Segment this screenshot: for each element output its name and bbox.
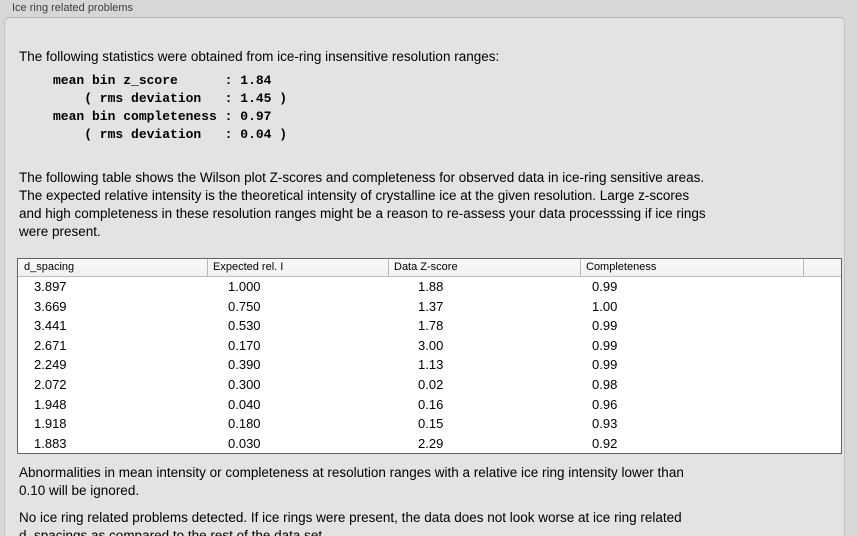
cell-expected-rel-i: 0.750 — [228, 298, 261, 314]
cell-expected-rel-i: 0.180 — [228, 416, 261, 432]
cell-data-z-score: 0.15 — [418, 416, 444, 432]
cell-data-z-score: 3.00 — [418, 337, 444, 353]
table-row[interactable]: 1.918 0.180 0.15 0.93 — [18, 414, 841, 434]
cell-completeness: 0.92 — [592, 435, 618, 451]
table-header: d_spacing Expected rel. I Data Z-score C… — [18, 259, 841, 277]
cell-d-spacing: 1.948 — [34, 396, 67, 412]
cell-spacer — [803, 414, 841, 434]
cell-completeness: 1.00 — [592, 298, 618, 314]
ignore-note-line: 0.10 will be ignored. — [19, 483, 140, 498]
stat-line-mean-completeness: mean bin completeness : 0.97 — [53, 109, 272, 124]
conclusion-line: No ice ring related problems detected. I… — [19, 510, 682, 525]
cell-spacer — [803, 375, 841, 395]
column-header-expected-rel-i[interactable]: Expected rel. I — [207, 259, 388, 276]
stats-intro-line: The following statistics were obtained f… — [19, 49, 500, 64]
table-row[interactable]: 3.441 0.530 1.78 0.99 — [18, 316, 841, 336]
ignore-note-line: Abnormalities in mean intensity or compl… — [19, 465, 684, 480]
cell-completeness: 0.99 — [592, 357, 618, 373]
cell-expected-rel-i: 0.170 — [228, 337, 261, 353]
cell-completeness: 0.99 — [592, 279, 618, 294]
cell-data-z-score: 2.29 — [418, 435, 444, 451]
cell-expected-rel-i: 0.390 — [228, 357, 261, 373]
table-row[interactable]: 1.883 0.030 2.29 0.92 — [18, 434, 841, 454]
cell-d-spacing: 2.249 — [34, 357, 67, 373]
cell-spacer — [803, 355, 841, 375]
description-line: and high completeness in these resolutio… — [19, 206, 706, 221]
cell-d-spacing: 3.669 — [34, 298, 67, 314]
cell-expected-rel-i: 0.300 — [228, 376, 261, 392]
panel-title: Ice ring related problems — [12, 2, 134, 14]
column-header-d-spacing[interactable]: d_spacing — [24, 261, 75, 273]
stats-intro: The following statistics were obtained f… — [19, 48, 499, 66]
cell-d-spacing: 1.883 — [34, 435, 67, 451]
cell-data-z-score: 1.13 — [418, 357, 444, 373]
column-header-data-z-score[interactable]: Data Z-score — [388, 259, 580, 276]
table-row[interactable]: 2.249 0.390 1.13 0.99 — [18, 355, 841, 375]
description-line: were present. — [19, 224, 101, 239]
conclusion-text: No ice ring related problems detected. I… — [19, 509, 682, 536]
table-description: The following table shows the Wilson plo… — [19, 169, 706, 241]
ice-ring-panel: The following statistics were obtained f… — [4, 17, 845, 536]
cell-completeness: 0.99 — [592, 318, 618, 334]
stat-line-rms-z: ( rms deviation : 1.45 ) — [53, 91, 288, 106]
ice-ring-table: d_spacing Expected rel. I Data Z-score C… — [17, 258, 842, 455]
table-row[interactable]: 3.897 1.000 1.88 0.99 — [18, 277, 841, 297]
cell-data-z-score: 1.88 — [418, 279, 444, 294]
table-row[interactable]: 3.669 0.750 1.37 1.00 — [18, 297, 841, 317]
table-row[interactable]: 2.671 0.170 3.00 0.99 — [18, 336, 841, 356]
cell-spacer — [803, 395, 841, 415]
cell-data-z-score: 0.02 — [418, 376, 444, 392]
cell-d-spacing: 3.897 — [34, 279, 67, 294]
description-line: The following table shows the Wilson plo… — [19, 170, 705, 185]
cell-expected-rel-i: 1.000 — [228, 279, 261, 294]
conclusion-line: d_spacings as compared to the rest of th… — [19, 528, 326, 536]
stats-code-block: mean bin z_score : 1.84 ( rms deviation … — [53, 72, 287, 144]
cell-spacer — [803, 336, 841, 356]
description-line: The expected relative intensity is the t… — [19, 188, 690, 203]
ignore-note: Abnormalities in mean intensity or compl… — [19, 464, 684, 500]
cell-completeness: 0.99 — [592, 337, 618, 353]
table-row[interactable]: 1.948 0.040 0.16 0.96 — [18, 395, 841, 415]
cell-d-spacing: 2.671 — [34, 337, 67, 353]
cell-spacer — [803, 316, 841, 336]
stat-line-rms-completeness: ( rms deviation : 0.04 ) — [53, 127, 288, 142]
cell-spacer — [803, 297, 841, 317]
column-header-spacer — [803, 259, 841, 276]
stat-line-mean-z-score: mean bin z_score : 1.84 — [53, 73, 272, 88]
cell-d-spacing: 1.918 — [34, 416, 67, 432]
cell-data-z-score: 0.16 — [418, 396, 444, 412]
cell-data-z-score: 1.37 — [418, 298, 444, 314]
cell-expected-rel-i: 0.040 — [228, 396, 261, 412]
cell-d-spacing: 3.441 — [34, 318, 67, 334]
cell-data-z-score: 1.78 — [418, 318, 444, 334]
cell-spacer — [803, 277, 841, 297]
cell-spacer — [803, 434, 841, 454]
table-row[interactable]: 2.072 0.300 0.02 0.98 — [18, 375, 841, 395]
cell-completeness: 0.93 — [592, 416, 618, 432]
cell-expected-rel-i: 0.030 — [228, 435, 261, 451]
column-header-completeness[interactable]: Completeness — [580, 259, 803, 276]
cell-expected-rel-i: 0.530 — [228, 318, 261, 334]
cell-completeness: 0.98 — [592, 376, 618, 392]
cell-completeness: 0.96 — [592, 396, 618, 412]
cell-d-spacing: 2.072 — [34, 376, 67, 392]
